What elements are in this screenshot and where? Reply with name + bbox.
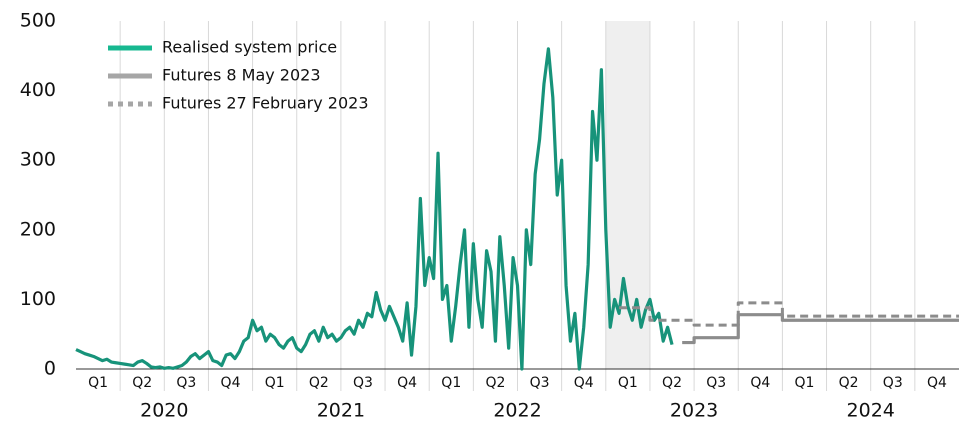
- x-tick-label: Q2: [662, 375, 682, 391]
- x-tick-label: Q1: [618, 375, 638, 391]
- x-tick-label: Q3: [353, 375, 373, 391]
- legend-label: Futures 8 May 2023: [162, 66, 321, 85]
- series-line: [75, 47, 674, 371]
- y-tick-label: 400: [20, 79, 56, 101]
- y-tick-label: 0: [44, 358, 56, 380]
- legend-label: Realised system price: [162, 38, 337, 57]
- x-tick-label: Q3: [706, 375, 726, 391]
- y-tick-label: 200: [20, 218, 56, 240]
- year-label: 2021: [317, 400, 365, 422]
- legend-label: Futures 27 February 2023: [162, 94, 369, 113]
- x-tick-label: Q4: [927, 375, 947, 391]
- series-line: [619, 301, 959, 327]
- y-tick-label: 100: [20, 288, 56, 310]
- x-tick-label: Q3: [883, 375, 903, 391]
- x-tick-label: Q1: [441, 375, 461, 391]
- year-label: 2022: [493, 400, 541, 422]
- year-label: 2020: [140, 400, 188, 422]
- year-label: 2023: [670, 400, 718, 422]
- x-tick-label: Q2: [839, 375, 859, 391]
- x-tick-label: Q1: [795, 375, 815, 391]
- x-tick-label: Q2: [309, 375, 329, 391]
- x-tick-label: Q2: [132, 375, 152, 391]
- series-line: [682, 313, 959, 345]
- y-tick-label: 300: [20, 149, 56, 171]
- x-tick-label: Q2: [485, 375, 505, 391]
- x-tick-label: Q3: [530, 375, 550, 391]
- x-tick-label: Q4: [574, 375, 594, 391]
- year-label: 2024: [847, 400, 895, 422]
- x-tick-label: Q1: [265, 375, 285, 391]
- x-tick-label: Q4: [221, 375, 241, 391]
- x-tick-label: Q1: [88, 375, 108, 391]
- x-tick-label: Q4: [397, 375, 417, 391]
- x-tick-label: Q4: [750, 375, 770, 391]
- y-tick-label: 500: [20, 10, 56, 32]
- x-tick-label: Q3: [176, 375, 196, 391]
